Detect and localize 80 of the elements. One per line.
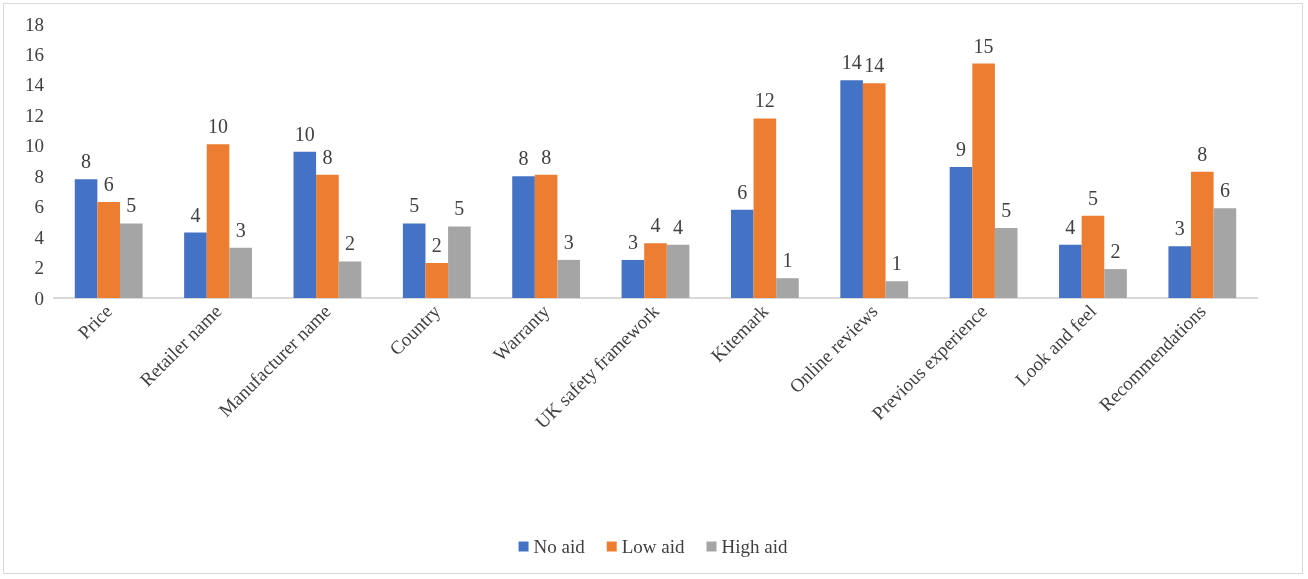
bar — [949, 167, 973, 298]
bar — [994, 227, 1018, 298]
data-label: 14 — [864, 54, 885, 77]
bar — [97, 202, 120, 298]
data-label: 5 — [126, 194, 137, 217]
data-label: 8 — [322, 145, 333, 168]
data-label: 5 — [409, 194, 420, 217]
bar — [448, 226, 471, 298]
bar — [402, 223, 426, 298]
y-tick-label: 4 — [34, 226, 45, 248]
bar — [1168, 246, 1192, 298]
x-tick-label: Price — [73, 300, 117, 344]
bar — [425, 262, 449, 298]
bar — [206, 144, 230, 298]
y-tick-label: 16 — [25, 43, 44, 65]
data-label: 2 — [431, 233, 442, 256]
y-tick-label: 12 — [25, 104, 44, 126]
bar — [1081, 215, 1105, 298]
bar — [753, 118, 777, 298]
bar — [119, 223, 143, 298]
data-label: 5 — [1001, 198, 1012, 221]
data-label: 14 — [841, 51, 862, 74]
y-tick-label: 14 — [25, 74, 45, 96]
data-label: 6 — [103, 173, 114, 196]
bar — [730, 209, 754, 298]
data-label: 1 — [782, 249, 793, 272]
bar — [1104, 269, 1127, 298]
data-label: 9 — [955, 138, 966, 161]
data-label: 6 — [1219, 179, 1230, 202]
bar — [972, 63, 995, 298]
data-label: 3 — [563, 230, 574, 253]
bar — [512, 176, 535, 298]
bar — [644, 243, 667, 298]
data-label: 8 — [81, 150, 92, 173]
bar — [862, 83, 886, 298]
data-label: 4 — [190, 203, 201, 226]
data-label: 4 — [650, 214, 661, 237]
data-label: 1 — [891, 252, 902, 275]
y-tick-label: 18 — [25, 13, 44, 35]
data-label: 3 — [235, 218, 246, 241]
y-tick-label: 10 — [25, 135, 44, 157]
bar — [229, 247, 252, 298]
data-label: 3 — [627, 230, 638, 253]
bar — [184, 232, 207, 298]
y-tick-label: 8 — [34, 165, 44, 187]
data-label: 4 — [1065, 215, 1076, 238]
bar — [316, 174, 339, 298]
bar — [666, 244, 690, 298]
bar — [621, 259, 645, 298]
bar — [776, 278, 799, 298]
bar — [1213, 208, 1237, 298]
data-label: 5 — [454, 197, 465, 220]
data-label: 8 — [541, 145, 552, 168]
legend-label: No aid — [533, 536, 586, 557]
bar — [885, 281, 909, 298]
y-tick-label: 2 — [34, 257, 44, 279]
data-label: 2 — [345, 232, 356, 255]
y-tick-label: 0 — [34, 287, 44, 309]
data-label: 5 — [1087, 186, 1098, 209]
bar — [534, 174, 558, 298]
data-label: 10 — [294, 122, 315, 145]
legend-label: Low aid — [621, 536, 686, 557]
data-label: 15 — [973, 34, 994, 57]
bar — [557, 259, 581, 298]
data-label: 12 — [754, 89, 775, 112]
bar — [840, 80, 863, 298]
data-label: 3 — [1174, 217, 1185, 240]
bar — [293, 151, 317, 298]
legend-label: High aid — [721, 536, 788, 557]
bar — [1191, 171, 1214, 298]
data-label: 8 — [518, 147, 529, 170]
y-tick-label: 6 — [34, 196, 44, 218]
bar — [1059, 244, 1082, 298]
data-label: 8 — [1197, 142, 1208, 165]
data-label: 10 — [208, 115, 229, 138]
data-label: 2 — [1110, 240, 1121, 263]
bar — [338, 261, 362, 298]
data-label: 6 — [737, 180, 748, 203]
data-label: 4 — [673, 215, 684, 238]
bar — [74, 179, 98, 298]
